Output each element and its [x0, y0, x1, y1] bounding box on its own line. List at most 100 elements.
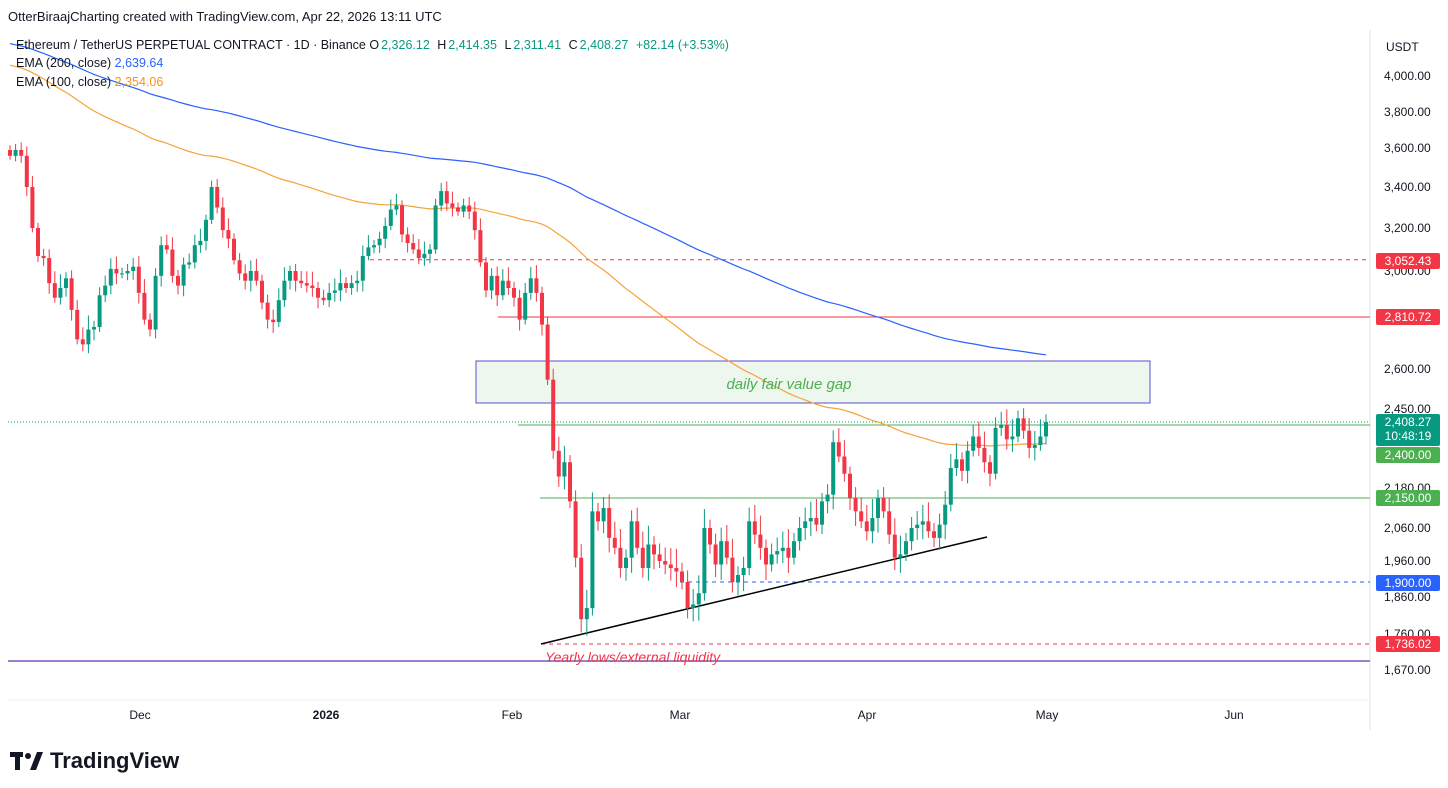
- ema100-line: [9, 64, 1047, 447]
- candle-body: [517, 297, 522, 320]
- change-value: +82.14 (+3.53%): [635, 38, 729, 52]
- tradingview-logo[interactable]: TradingView: [10, 748, 179, 774]
- candle-body: [540, 292, 544, 325]
- candle-body: [265, 302, 270, 320]
- candle-body: [131, 266, 136, 271]
- candle-body: [450, 203, 455, 208]
- candle-body: [814, 518, 819, 525]
- price-tag-2810: 2,810.72: [1376, 309, 1440, 325]
- candle-body: [383, 225, 388, 239]
- candle-body: [416, 249, 421, 259]
- candle-body: [321, 297, 326, 301]
- candle-body: [232, 238, 236, 261]
- candle-body: [618, 547, 623, 568]
- candle-body: [674, 568, 679, 572]
- candle-body: [478, 230, 483, 263]
- candle-body: [204, 219, 208, 241]
- candle-body: [8, 149, 12, 156]
- price-tag-current: 2,408.27 10:48:19: [1376, 414, 1440, 446]
- candle-body: [635, 521, 640, 548]
- price-tag-1900: 1,900.00: [1376, 575, 1440, 591]
- candle-body: [243, 273, 248, 281]
- candle-body: [663, 561, 668, 565]
- candle-body: [954, 459, 959, 468]
- candle-body: [736, 575, 740, 582]
- candle-body: [500, 280, 505, 296]
- candle-body: [1032, 445, 1037, 448]
- legend-ohlc[interactable]: Ethereum / TetherUS PERPETUAL CONTRACT ·…: [16, 38, 733, 52]
- candle-body: [176, 275, 180, 286]
- candle-body: [1004, 425, 1009, 440]
- candle-body: [988, 462, 992, 474]
- brand-text: TradingView: [50, 748, 180, 773]
- x-tick-label: Apr: [858, 708, 877, 722]
- candle-body: [836, 442, 841, 457]
- candle-body: [120, 273, 124, 275]
- currency-label: USDT: [1386, 40, 1419, 54]
- candle-body: [332, 290, 337, 293]
- ema-lines: [9, 43, 1047, 447]
- candle-body: [612, 537, 617, 548]
- candle-body: [864, 521, 869, 532]
- price-tag-2400: 2,400.00: [1376, 447, 1440, 463]
- candle-body: [556, 450, 561, 477]
- candle-body: [926, 521, 931, 532]
- candle-body: [366, 247, 371, 256]
- fair-value-gap-zone: [475, 360, 1151, 404]
- candle-body: [724, 541, 729, 558]
- candle-body: [86, 329, 91, 345]
- symbol-title[interactable]: Ethereum / TetherUS PERPETUAL CONTRACT ·…: [16, 38, 366, 52]
- candle-body: [103, 285, 108, 296]
- candle-body: [444, 191, 449, 204]
- candle-body: [999, 425, 1004, 428]
- candle-body: [915, 524, 920, 528]
- candle-body: [360, 255, 365, 281]
- candle-body: [1010, 436, 1015, 440]
- y-tick-label: 3,800.00: [1384, 105, 1431, 119]
- candle-body: [696, 593, 701, 605]
- candle-body: [792, 541, 796, 558]
- candle-body: [170, 249, 175, 276]
- candle-body: [41, 255, 46, 259]
- candle-body: [842, 456, 847, 474]
- candle-body: [876, 498, 880, 518]
- candle-body: [316, 288, 320, 298]
- candle-body: [702, 528, 707, 594]
- low-value: 2,311.41: [513, 38, 562, 52]
- close-label: C: [568, 38, 578, 52]
- candle-body: [237, 260, 242, 274]
- price-tag-1736: 1,736.02: [1376, 636, 1440, 652]
- candle-body: [1021, 418, 1026, 431]
- candle-body: [881, 498, 886, 512]
- candle-body: [512, 288, 516, 298]
- candle-body: [400, 205, 404, 235]
- candle-body: [215, 187, 220, 208]
- candle-body: [198, 240, 203, 246]
- x-tick-label: May: [1036, 708, 1059, 722]
- candle-body: [803, 521, 808, 528]
- candle-body: [327, 292, 332, 301]
- legend-ema100[interactable]: EMA (100, close) 2,354.06: [16, 75, 163, 89]
- yearly-lows-label: Yearly lows/external liquidity: [545, 649, 721, 665]
- candle-body: [271, 319, 276, 323]
- candle-body: [534, 278, 539, 293]
- candle-body: [125, 271, 130, 274]
- candle-body: [601, 508, 606, 522]
- open-label: O: [369, 38, 380, 52]
- candle-body: [30, 187, 35, 228]
- legend-ema200[interactable]: EMA (200, close) 2,639.64: [16, 56, 163, 70]
- candle-body: [254, 271, 259, 281]
- candle-body: [52, 283, 57, 298]
- candle-body: [472, 211, 477, 231]
- price-tag-3052: 3,052.43: [1376, 253, 1440, 269]
- candle-body: [226, 230, 231, 239]
- candle-body: [993, 427, 998, 474]
- y-tick-label: 1,960.00: [1384, 554, 1431, 568]
- candle-body: [467, 205, 472, 212]
- candle-body: [114, 268, 119, 274]
- candle-body: [920, 521, 925, 525]
- current-price: 2,408.27: [1384, 415, 1432, 429]
- candle-body: [1044, 422, 1048, 437]
- attribution-text: OtterBiraajCharting created with Trading…: [8, 9, 442, 24]
